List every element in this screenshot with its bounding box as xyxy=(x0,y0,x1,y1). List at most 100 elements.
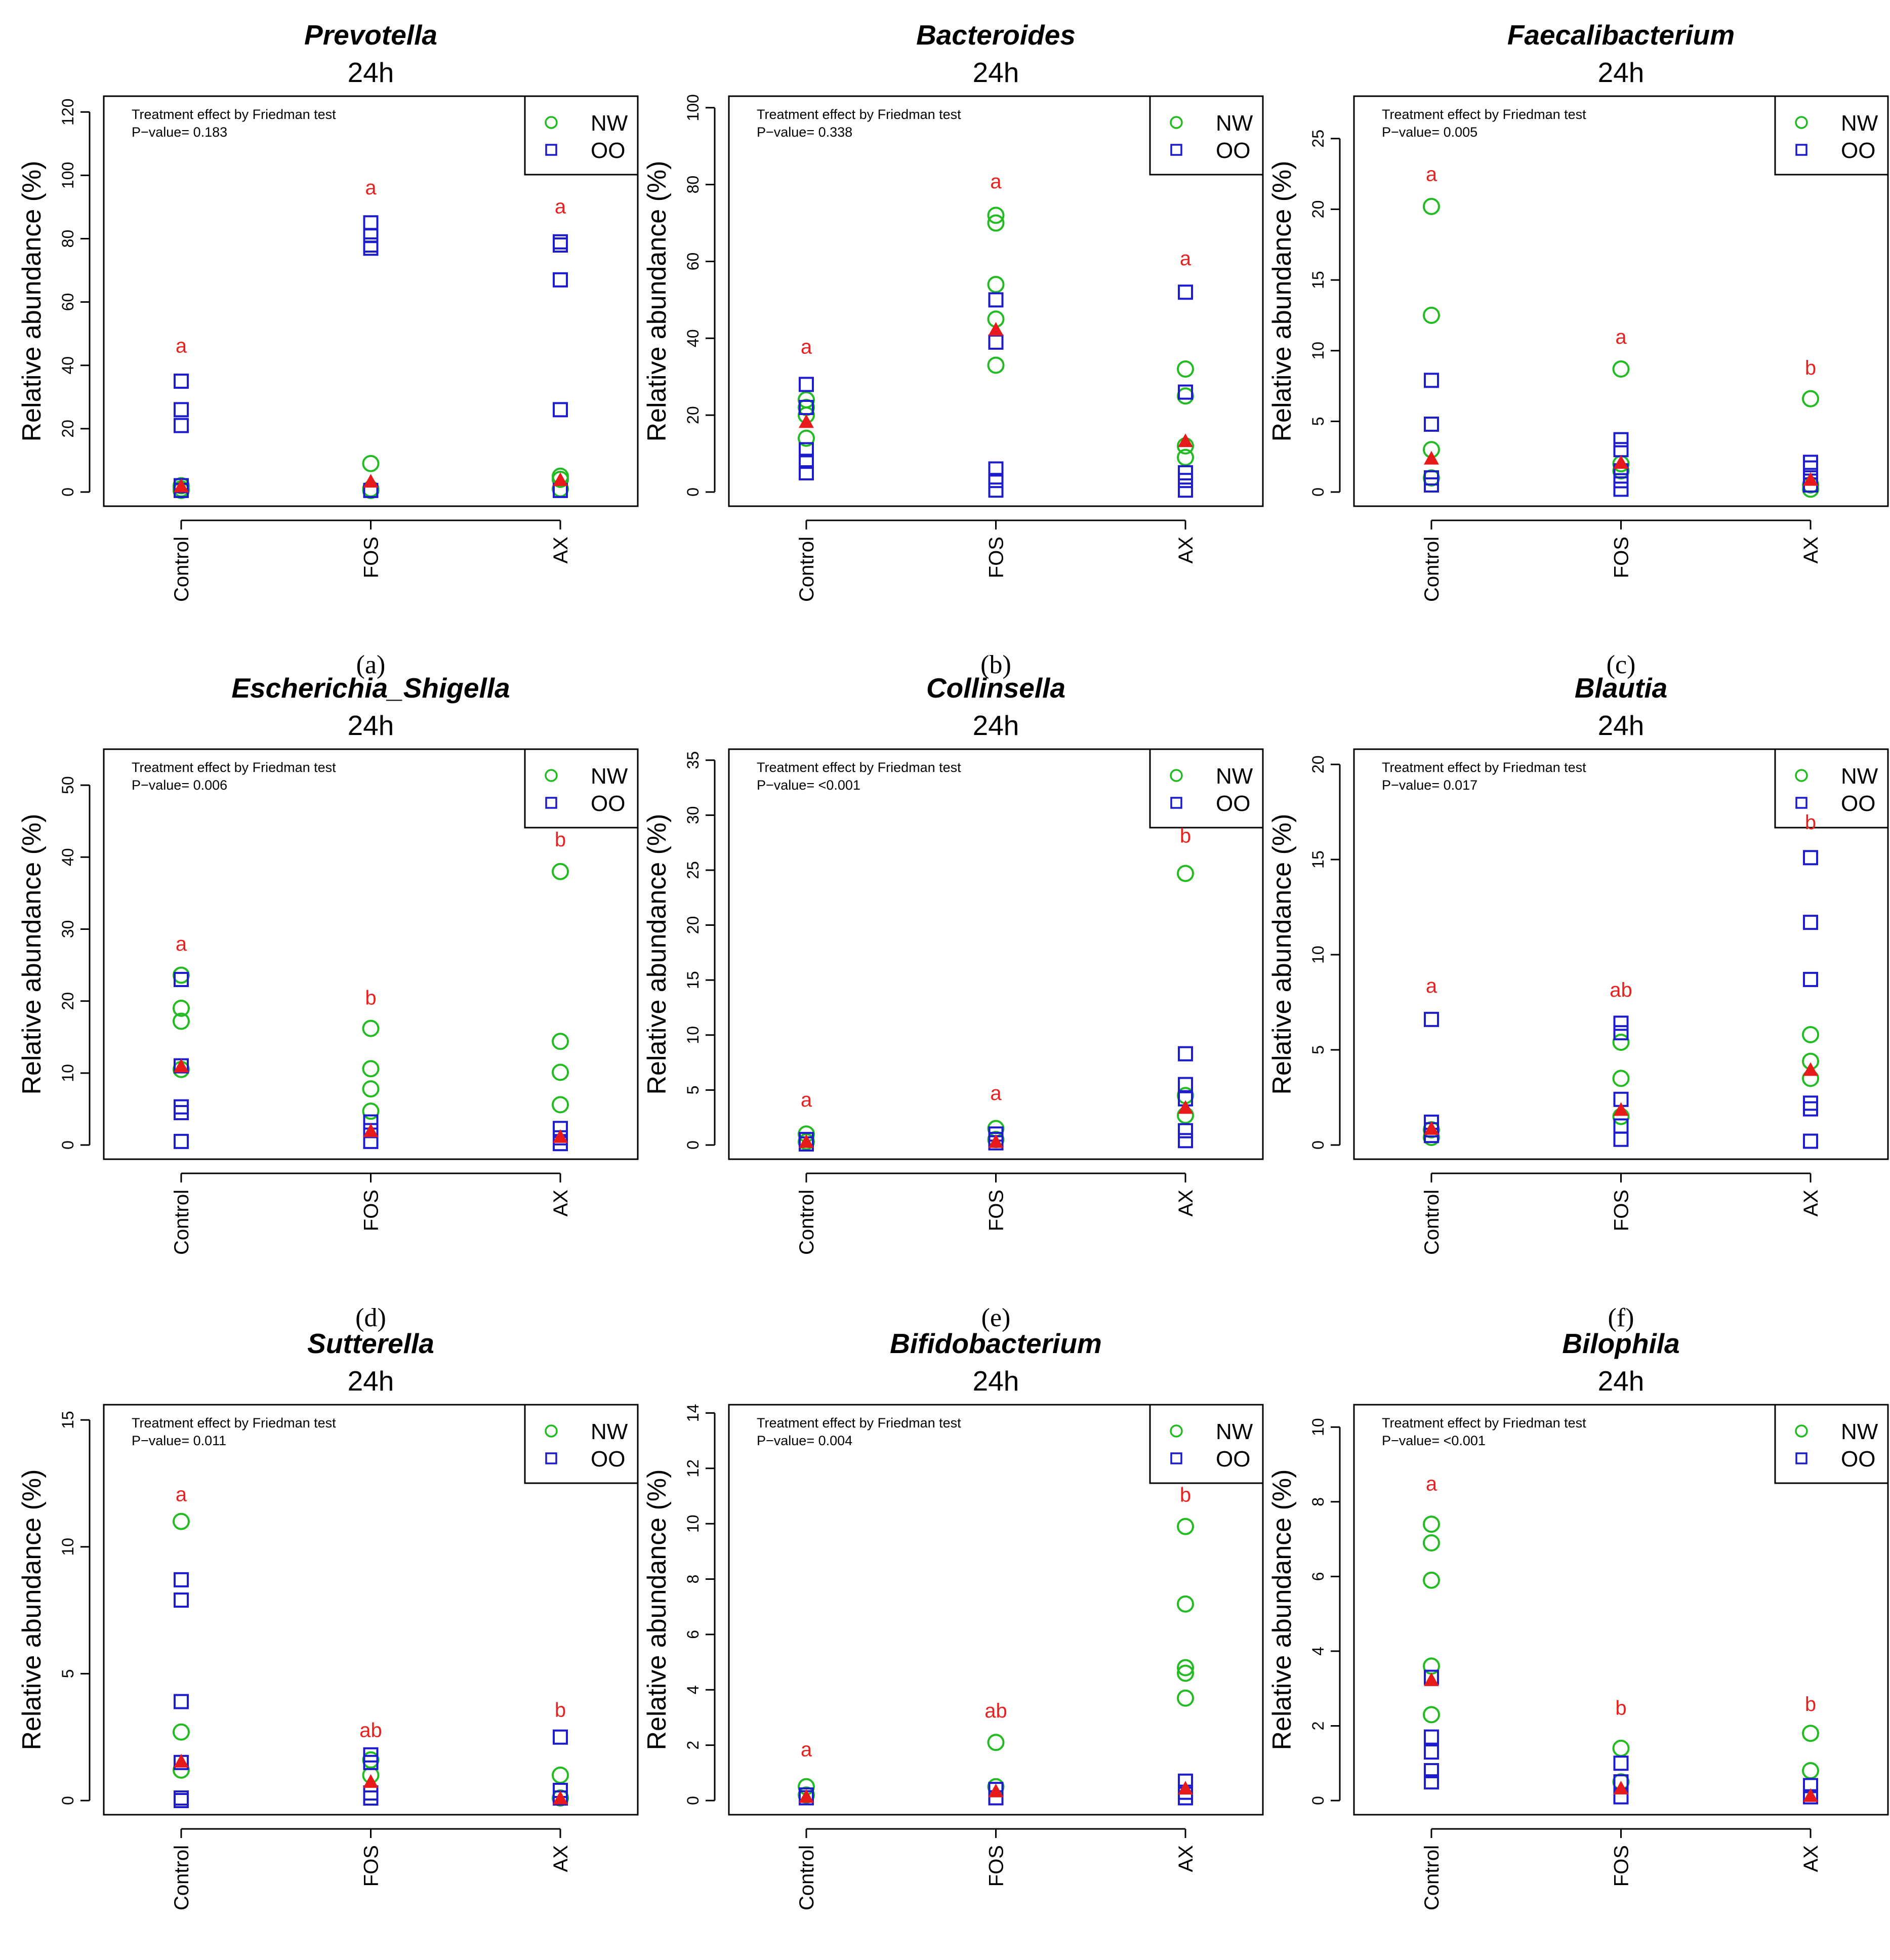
pvalue-note: P−value= <0.001 xyxy=(757,778,860,793)
point-oo xyxy=(1423,1011,1439,1027)
x-tick-label: AX xyxy=(550,1190,572,1216)
y-tick-label: 5 xyxy=(1309,1045,1327,1054)
legend-nw-marker xyxy=(1795,116,1808,129)
pvalue-note: P−value= 0.005 xyxy=(1382,125,1477,140)
legend-nw-label: NW xyxy=(591,764,628,789)
point-mean xyxy=(1613,455,1629,469)
point-oo xyxy=(173,1105,189,1121)
legend-nw-marker xyxy=(545,1424,558,1438)
y-tick-label: 10 xyxy=(59,1538,77,1556)
legend-box xyxy=(1774,1404,1889,1484)
y-tick-label: 30 xyxy=(59,920,77,938)
y-tick-label: 25 xyxy=(684,861,702,879)
significance-letter: b xyxy=(365,987,376,1009)
point-nw xyxy=(1177,360,1195,378)
point-nw xyxy=(1422,1516,1440,1533)
point-mean xyxy=(798,1134,814,1148)
y-axis-label: Relative abundance (%) xyxy=(17,814,47,1095)
chart-panel: Prevotella 24h 0 20 40 60 80 100 120 Relative abu… xyxy=(17,19,639,679)
legend-oo-marker xyxy=(545,144,557,156)
y-tick-label: 5 xyxy=(59,1669,77,1678)
point-mean xyxy=(988,1134,1004,1148)
pvalue-note: P−value= 0.004 xyxy=(757,1433,852,1448)
point-oo xyxy=(553,1729,568,1745)
chart-subtitle-time: 24h xyxy=(348,710,394,741)
panel-caption: (h) xyxy=(980,1959,1011,1960)
point-oo xyxy=(798,465,814,481)
point-oo xyxy=(363,228,379,243)
point-nw xyxy=(1802,1026,1820,1043)
point-mean xyxy=(1803,1062,1819,1076)
point-oo xyxy=(173,1793,189,1808)
panel-caption: (i) xyxy=(1609,1959,1633,1960)
legend-box xyxy=(1149,748,1264,829)
chart-title-genus: Sutterella xyxy=(307,1328,434,1359)
legend-nw-label: NW xyxy=(1216,764,1253,789)
point-nw xyxy=(987,1734,1005,1751)
point-oo xyxy=(363,1754,379,1770)
point-nw xyxy=(362,1080,380,1098)
point-oo xyxy=(363,240,379,256)
plot-frame xyxy=(103,95,639,507)
significance-letter: b xyxy=(1180,825,1191,847)
chart-subtitle-time: 24h xyxy=(1598,710,1645,741)
y-tick-label: 40 xyxy=(59,356,77,375)
point-oo xyxy=(1423,1763,1439,1778)
point-nw xyxy=(362,1102,380,1120)
point-nw xyxy=(987,214,1005,232)
point-oo xyxy=(1613,481,1629,497)
test-note: Treatment effect by Friedman test xyxy=(132,107,336,122)
x-tick-label: AX xyxy=(1800,537,1822,563)
point-oo xyxy=(1613,1015,1629,1031)
y-tick-label: 10 xyxy=(1309,946,1327,964)
plot-frame xyxy=(1353,95,1889,507)
significance-letter: b xyxy=(1615,1697,1626,1719)
y-tick-label: 0 xyxy=(1309,1140,1327,1150)
significance-letter: a xyxy=(176,1483,187,1505)
y-tick-label: 15 xyxy=(1309,271,1327,289)
chart-title-genus: Escherichia_Shigella xyxy=(231,672,510,704)
chart-subtitle-time: 24h xyxy=(973,1365,1019,1397)
x-tick-label: Control xyxy=(171,537,193,602)
point-oo xyxy=(1803,1101,1819,1117)
legend-oo-label: OO xyxy=(591,1447,625,1472)
significance-letter: a xyxy=(365,177,377,199)
significance-letter: a xyxy=(176,933,187,955)
point-mean xyxy=(1423,1672,1439,1686)
point-oo xyxy=(173,402,189,418)
test-note: Treatment effect by Friedman test xyxy=(757,107,961,122)
chart-panel: Blautia 24h 0 5 10 15 20 Relative abundance (%)… xyxy=(1267,672,1889,1332)
point-oo xyxy=(1178,1133,1194,1149)
point-mean xyxy=(363,474,379,488)
y-tick-label: 100 xyxy=(59,162,77,189)
point-nw xyxy=(172,1012,190,1030)
y-tick-label: 100 xyxy=(684,94,702,121)
point-oo xyxy=(1178,473,1194,488)
test-note: Treatment effect by Friedman test xyxy=(132,760,336,775)
y-tick-label: 40 xyxy=(684,330,702,348)
y-tick-label: 5 xyxy=(1309,417,1327,426)
point-nw xyxy=(172,999,190,1017)
panel-caption: (c) xyxy=(1607,650,1636,679)
legend-oo-marker xyxy=(1170,797,1182,809)
point-nw xyxy=(552,470,569,488)
chart-subtitle-time: 24h xyxy=(973,57,1019,88)
point-nw xyxy=(987,207,1005,224)
point-nw xyxy=(1612,360,1630,378)
pvalue-note: P−value= 0.183 xyxy=(132,125,227,140)
y-tick-label: 60 xyxy=(59,293,77,311)
point-oo xyxy=(798,377,814,392)
significance-letter: b xyxy=(555,1699,566,1722)
x-tick-label: FOS xyxy=(1611,1845,1633,1887)
y-tick-label: 35 xyxy=(684,751,702,769)
y-tick-label: 80 xyxy=(684,176,702,194)
test-note: Treatment effect by Friedman test xyxy=(132,1415,336,1431)
point-oo xyxy=(1423,1744,1439,1760)
significance-letter: a xyxy=(801,1089,812,1111)
point-mean xyxy=(1178,1100,1194,1114)
significance-letter: a xyxy=(176,335,187,357)
point-nw xyxy=(362,1019,380,1037)
x-tick-label: Control xyxy=(796,1845,818,1910)
y-axis-label: Relative abundance (%) xyxy=(1267,1469,1297,1750)
